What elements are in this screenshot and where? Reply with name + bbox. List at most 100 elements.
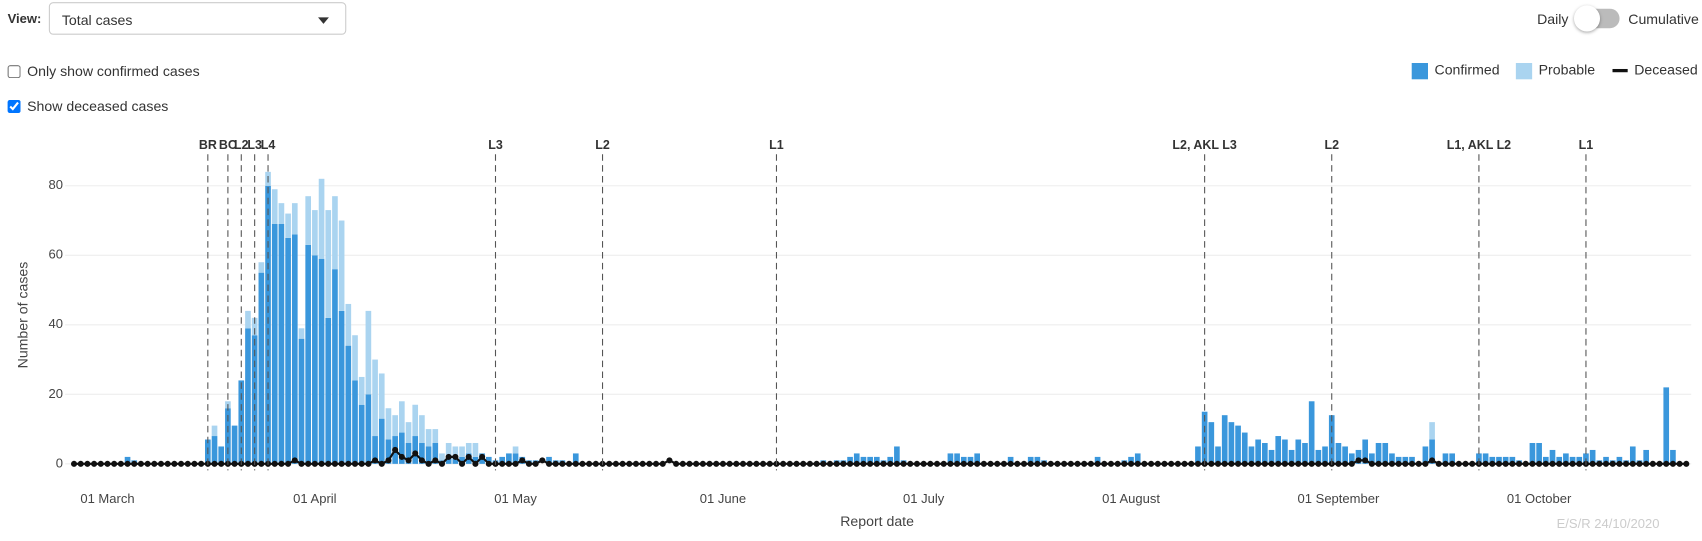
toggle-label: Daily [1537,10,1569,28]
deceased-point [91,460,98,467]
toggle-switch[interactable] [1573,5,1620,32]
deceased-point [960,460,967,467]
bar [1241,432,1248,464]
deceased-point [184,460,191,467]
checkbox[interactable] [7,64,21,78]
deceased-point [1000,460,1007,467]
checkbox-row[interactable]: Only show confirmed cases [7,63,200,79]
deceased-point [733,460,740,467]
deceased-point [291,457,298,464]
deceased-point [920,460,927,467]
deceased-point [472,460,479,467]
deceased-point [1663,460,1670,467]
bar [1389,453,1395,464]
deceased-point [1134,460,1141,467]
bar [499,456,506,464]
checkbox[interactable] [7,99,21,113]
deceased-point [679,460,686,467]
bar [225,408,231,464]
deceased-point [131,460,138,467]
deceased-point [171,460,178,467]
deceased-point [1623,460,1630,467]
deceased-point [1562,460,1569,467]
deceased-point [151,460,158,467]
deceased-point [104,460,111,467]
deceased-point [1402,460,1409,467]
deceased-point [305,460,312,467]
deceased-point [97,460,104,467]
deceased-point [1087,460,1094,467]
deceased-point [1322,460,1329,467]
deceased-point [1502,460,1509,467]
bar [472,442,479,457]
deceased-point [793,460,800,467]
deceased-point [954,460,961,467]
bar [1549,449,1556,464]
deceased-point [974,460,981,467]
deceased-point [372,457,379,464]
bar [1308,401,1315,464]
x-tick-label: 01 April [293,491,337,506]
deceased-point [566,460,573,467]
deceased-point [1027,460,1034,467]
deceased-point [940,460,947,467]
deceased-point [552,460,559,467]
bar [124,456,131,464]
deceased-point [887,460,894,467]
deceased-point [1348,460,1355,467]
bar [425,446,432,464]
bar [298,328,305,339]
deceased-point [1368,460,1375,467]
deceased-point [1194,460,1201,467]
bar [372,436,378,464]
deceased-point [117,460,124,467]
bar [1342,446,1348,464]
bar [352,380,358,464]
bar [432,429,439,443]
alert-level-label: L4 [261,138,276,152]
deceased-point [438,460,446,467]
deceased-point [780,460,787,467]
deceased-point [1656,460,1663,467]
deceased-point [1301,460,1309,467]
bar [1395,456,1402,464]
deceased-point [1516,460,1523,467]
deceased-point [1335,460,1342,467]
bar [1569,456,1576,464]
deceased-point [994,460,1001,467]
deceased-point [947,460,954,467]
deceased-point [1114,460,1121,467]
deceased-point [1636,460,1643,467]
bar [318,178,325,259]
deceased-point [853,460,860,467]
bar [332,196,338,270]
view-dropdown[interactable]: Total cases [48,2,347,35]
bar [332,269,338,464]
deceased-point [1168,460,1175,467]
checkbox-row[interactable]: Show deceased cases [7,97,169,115]
deceased-point [1482,460,1489,467]
deceased-point [137,460,144,467]
deceased-point [459,460,466,467]
bar [1262,442,1268,464]
deceased-point [686,460,693,467]
bar [960,456,967,464]
bar [399,432,405,464]
bar [271,223,278,464]
deceased-point [378,460,385,467]
deceased-point [512,460,519,467]
alert-level-label: L1 [769,138,784,152]
bar [425,429,432,447]
y-tick-label: 80 [48,177,62,192]
deceased-point [1161,460,1168,467]
deceased-point [545,460,553,467]
deceased-point [639,460,646,467]
deceased-point [164,460,171,467]
deceased-point [820,460,827,467]
deceased-point [77,460,84,467]
deceased-point [579,460,586,467]
legend-swatch [1411,63,1428,80]
checkbox-label: Show deceased cases [27,97,169,115]
bar [947,453,954,464]
